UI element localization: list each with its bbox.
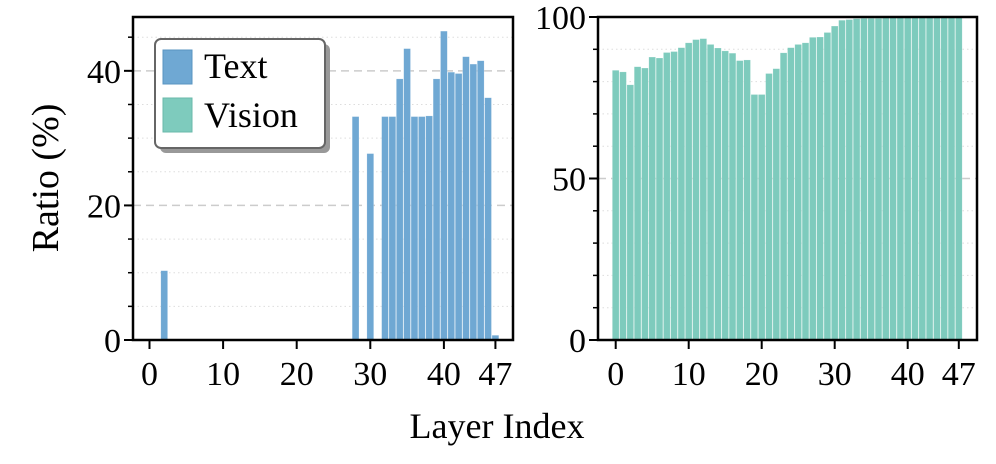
left-bar	[469, 63, 477, 341]
right-bar	[772, 68, 780, 341]
right-bar	[765, 73, 773, 341]
left-ticks: 0 20 40 0 10 20 30 40 47	[87, 36, 512, 393]
right-bar	[779, 52, 788, 341]
right-bar	[663, 52, 671, 341]
right-bar	[925, 17, 934, 341]
right-bar	[809, 37, 817, 341]
left-bar	[381, 116, 389, 341]
right-bar	[750, 94, 759, 341]
right-y-tick-label: 0	[569, 323, 586, 360]
right-bar	[758, 94, 766, 341]
left-bar	[454, 73, 463, 341]
right-bar	[904, 17, 912, 341]
right-bar	[882, 17, 890, 341]
right-bar	[641, 67, 649, 341]
legend-label-text: Text	[204, 46, 267, 86]
left-bar	[403, 48, 411, 341]
left-x-tick-label: 20	[280, 356, 314, 393]
panel-vision: 0 50 100 0 10 20 30 40 47	[535, 0, 979, 393]
legend-box	[154, 38, 326, 149]
right-bar	[648, 56, 656, 341]
left-bar	[484, 97, 492, 341]
right-bar	[816, 36, 824, 341]
right-bar	[794, 44, 802, 341]
right-bar	[867, 18, 875, 341]
right-bar	[947, 16, 956, 341]
right-bar	[633, 66, 642, 341]
right-bar	[911, 17, 919, 341]
left-x-tick-label: 47	[478, 356, 512, 393]
x-axis-title: Layer Index	[410, 406, 585, 446]
left-bar	[388, 116, 397, 341]
right-bar	[692, 39, 700, 341]
right-bar	[706, 44, 715, 341]
left-x-tick-label: 10	[206, 356, 240, 393]
right-bar	[714, 47, 722, 341]
right-bar	[736, 60, 744, 341]
right-bar	[823, 32, 832, 341]
right-bar	[699, 38, 707, 341]
right-bar	[933, 17, 941, 341]
left-x-tick-label: 40	[427, 356, 461, 393]
left-x-tick-label: 0	[141, 356, 158, 393]
right-bar	[845, 19, 853, 341]
y-axis-title: Ratio (%)	[25, 104, 67, 253]
right-bar	[728, 52, 737, 341]
left-bar	[396, 78, 404, 341]
left-bar	[160, 270, 168, 341]
right-x-tick-label: 20	[745, 356, 779, 393]
legend: Text Vision	[154, 38, 330, 153]
left-bar	[410, 116, 419, 341]
right-bar	[860, 18, 868, 341]
left-bar	[425, 115, 433, 341]
right-y-tick-label: 100	[535, 0, 586, 37]
left-axes-frame	[131, 15, 515, 342]
right-bar	[874, 18, 883, 341]
right-bar	[626, 84, 634, 341]
right-bar	[955, 16, 963, 341]
right-bar	[801, 42, 810, 341]
left-y-tick-label: 40	[87, 54, 121, 91]
left-bar	[366, 153, 374, 341]
right-bar	[743, 59, 751, 341]
left-bar	[477, 60, 485, 341]
panel-text: 0 20 40 0 10 20 30 40 47 Text Vision	[87, 15, 515, 393]
legend-swatch-vision	[162, 97, 193, 133]
right-bar	[918, 17, 926, 341]
left-bar	[447, 71, 455, 341]
left-y-tick-label: 0	[104, 323, 121, 360]
right-bar	[619, 71, 627, 341]
left-bar	[432, 78, 441, 341]
right-bar	[655, 57, 664, 341]
right-bar	[831, 25, 839, 341]
left-bar	[440, 30, 448, 341]
right-bar	[677, 47, 686, 341]
left-bar	[351, 116, 360, 341]
right-bar	[685, 42, 693, 341]
right-bar	[838, 19, 846, 341]
right-x-tick-label: 30	[818, 356, 852, 393]
right-x-tick-label: 47	[942, 356, 976, 393]
right-bar	[670, 51, 678, 341]
right-x-tick-label: 0	[607, 356, 624, 393]
right-y-tick-label: 50	[552, 162, 586, 199]
right-ticks: 0 50 100 0 10 20 30 40 47	[535, 0, 976, 393]
left-bar	[462, 56, 470, 341]
right-x-tick-label: 10	[672, 356, 706, 393]
left-bar	[418, 116, 426, 341]
right-x-tick-label: 40	[891, 356, 925, 393]
legend-swatch-text	[162, 49, 193, 85]
right-bar	[940, 16, 948, 341]
left-y-tick-label: 20	[87, 188, 121, 225]
right-bar	[889, 17, 897, 341]
right-bar	[787, 47, 795, 341]
right-bar	[896, 17, 905, 341]
legend-label-vision: Vision	[204, 95, 298, 135]
right-bar	[852, 18, 861, 341]
left-x-tick-label: 30	[353, 356, 387, 393]
right-bar	[721, 50, 729, 341]
right-bar	[612, 70, 620, 341]
